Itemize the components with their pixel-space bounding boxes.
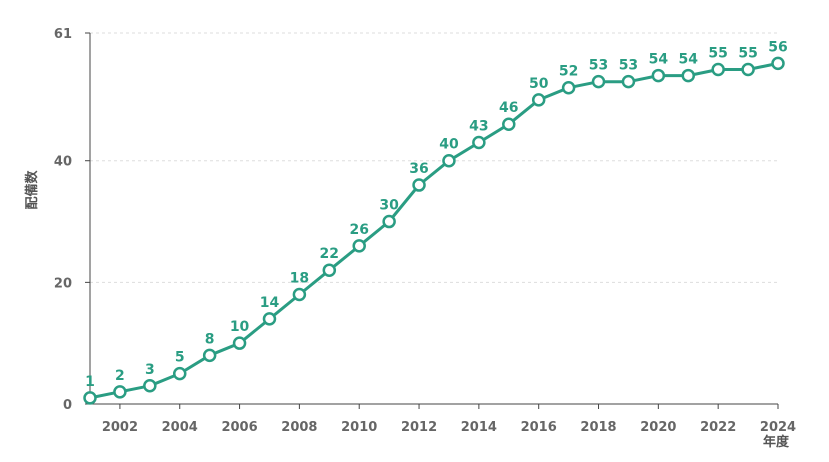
- data-point-2010: [352, 239, 366, 253]
- x-tick-label-6: 2014: [461, 420, 497, 435]
- data-label-2020: 54: [649, 52, 669, 68]
- data-label-2009: 22: [320, 246, 339, 262]
- data-point-2012: [412, 178, 426, 192]
- y-tick-label-0: 0: [63, 398, 72, 413]
- data-label-2006: 10: [230, 319, 250, 335]
- y-tick-label-2: 40: [54, 155, 72, 170]
- data-label-2013: 40: [439, 137, 459, 153]
- data-label-2022: 55: [708, 45, 727, 61]
- x-tick-label-1: 2004: [162, 420, 198, 435]
- data-point-2014: [472, 135, 486, 150]
- data-label-2014: 43: [469, 118, 488, 134]
- data-point-2021: [681, 68, 696, 83]
- data-label-2010: 26: [349, 222, 368, 238]
- x-tick-label-4: 2010: [341, 420, 377, 435]
- y-tick-label-3: 61: [54, 27, 72, 42]
- data-point-2017: [561, 80, 576, 95]
- data-label-2015: 46: [499, 100, 518, 116]
- x-tick-label-2: 2006: [221, 420, 257, 435]
- data-point-2015: [502, 117, 516, 131]
- y-axis-title: 配備数: [24, 170, 40, 210]
- data-points: [83, 56, 785, 405]
- x-tick-labels: 2002 2004 2006 2008 2010 2012 2014 2016 2018 2020…: [102, 404, 796, 435]
- data-point-2018: [591, 74, 606, 89]
- data-label-2004: 5: [175, 350, 185, 366]
- data-point-2009: [322, 263, 337, 277]
- data-label-2011: 30: [379, 198, 399, 214]
- data-point-2002: [113, 385, 127, 399]
- grid-lines: [90, 32, 778, 283]
- axes: [89, 33, 778, 405]
- x-tick-label-3: 2008: [281, 420, 317, 435]
- data-label-2007: 14: [260, 295, 280, 311]
- data-point-2005: [202, 348, 217, 363]
- series-line: [89, 61, 779, 400]
- data-label-2018: 53: [589, 58, 608, 74]
- data-point-2004: [172, 366, 187, 381]
- data-point-2020: [651, 68, 666, 83]
- data-label-2005: 8: [205, 331, 215, 347]
- data-label-2016: 50: [529, 76, 549, 92]
- data-point-2006: [232, 336, 247, 350]
- data-point-2013: [442, 153, 456, 168]
- x-tick-label-11: 2024: [760, 420, 796, 435]
- data-label-2008: 18: [290, 271, 309, 287]
- x-tick-label-7: 2016: [521, 420, 557, 435]
- data-labels: 1 2 3 5 8 10 14 18 22 26 30 36 40 43 46 50 52 53 53 54 54 55 5…: [85, 39, 788, 390]
- x-tick-label-10: 2022: [700, 420, 736, 435]
- data-point-2019: [621, 74, 636, 89]
- y-tick-labels: 0 20 40 61: [54, 27, 90, 413]
- data-point-2022: [711, 62, 725, 77]
- data-label-2024: 56: [768, 39, 787, 55]
- data-label-2012: 36: [409, 161, 428, 177]
- data-point-2016: [531, 93, 546, 107]
- data-label-2017: 52: [559, 64, 578, 80]
- data-point-2008: [292, 287, 307, 302]
- y-tick-label-1: 20: [54, 276, 72, 291]
- data-label-2021: 54: [679, 52, 699, 68]
- x-tick-label-8: 2018: [580, 420, 616, 435]
- x-tick-label-0: 2002: [102, 420, 138, 435]
- data-point-2024: [771, 56, 785, 71]
- x-tick-label-5: 2012: [401, 420, 437, 435]
- data-point-2023: [741, 62, 755, 77]
- data-label-2019: 53: [619, 58, 638, 74]
- x-tick-label-9: 2020: [640, 420, 676, 435]
- data-label-2002: 2: [115, 368, 125, 384]
- data-point-2011: [382, 214, 396, 229]
- data-label-2001: 1: [85, 374, 95, 390]
- data-point-2001: [83, 391, 97, 405]
- data-point-2003: [143, 379, 157, 393]
- data-label-2023: 55: [738, 45, 757, 61]
- data-label-2003: 3: [145, 362, 155, 378]
- data-point-2007: [262, 312, 277, 326]
- x-axis-title: 年度: [763, 434, 790, 450]
